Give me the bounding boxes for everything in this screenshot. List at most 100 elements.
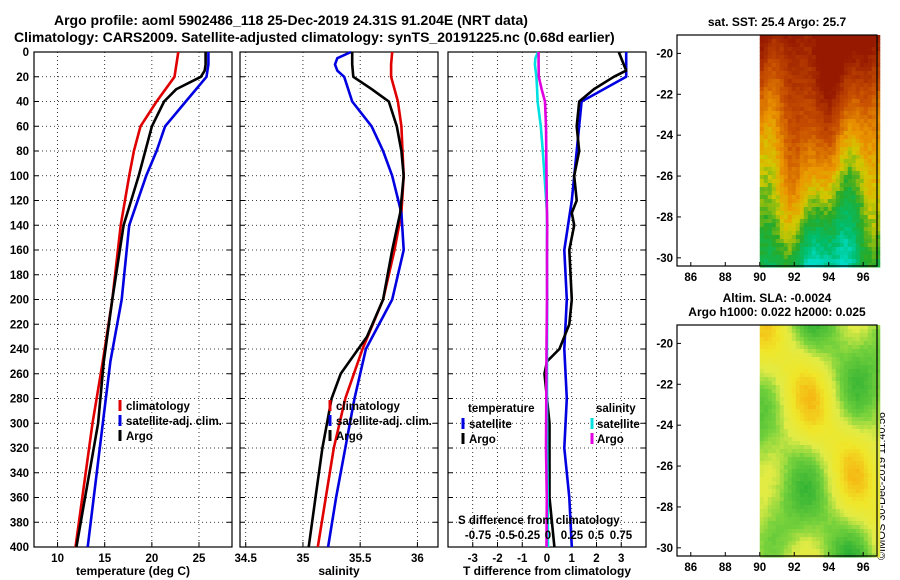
y-tick-label: -30 [656,253,673,265]
y-tick-label: -26 [656,171,673,183]
map-title: Altim. SLA: -0.0024 [723,291,832,305]
map-subtitle: Argo h1000: 0.022 h2000: 0.025 [688,305,866,319]
x-axis-label: temperature (deg C) [76,564,190,578]
x-tick-label: -1 [517,553,528,565]
series-blue [326,50,406,548]
x-tick-label: 10 [51,553,64,565]
x-axis-label: T difference from climatology [463,564,631,578]
panel-temperature: 0 20 40 60 80 100 120 140 160 180 200 220 240 260 280 3… [10,47,233,578]
s-axis-label: S difference from climatology [458,515,620,527]
y-tick-label: 240 [10,344,29,356]
s-tick-label: -0.25 [514,530,541,542]
s-tick-label: 0 [545,530,551,542]
x-tick-label: 20 [145,553,158,565]
y-tick-label: 60 [16,121,29,133]
map-field [759,325,881,558]
s-tick-label: -0.75 [465,530,492,542]
y-tick-label: -24 [656,130,673,142]
legend-salinity: climatology satellite-adj. clim. Argo [328,400,432,443]
y-tick-label: 400 [10,542,29,554]
profile-title: Argo profile: aoml 5902486_118 25-Dec-20… [54,12,528,28]
x-tick-label: 88 [719,562,732,574]
climatology-title: Climatology: CARS2009. Satellite-adjuste… [14,29,615,45]
legend-difference: temperature salinity satellite Argo satellit… [458,403,640,542]
y-tick-label: 260 [10,369,29,381]
y-tick-label: 80 [16,146,29,158]
s-tick-label: 0.5 [588,530,605,542]
x-tick-label: 25 [193,553,206,565]
legend-label: Argo [469,434,496,446]
y-tick-label: -20 [656,338,673,350]
y-tick-label: -20 [656,48,673,60]
y-tick-label: -22 [656,379,673,391]
map-sst_map: sat. SST: 25.4 Argo: 25.7 86 88 90 92 94 96 -20… [656,15,881,284]
s-tick-label: 0.25 [561,530,584,542]
x-tick-label: 92 [788,272,801,284]
x-tick-label: 92 [788,562,801,574]
s-tick-label: -0.5 [495,530,515,542]
x-axis-label: salinity [318,564,360,578]
legend-title: temperature [468,403,534,415]
s-tick-label: 0.75 [610,530,633,542]
series-red [74,51,180,548]
x-tick-label: 88 [719,272,732,284]
y-tick-label: 360 [10,493,29,505]
x-tick-label: 36 [411,553,424,565]
y-tick-label: 100 [10,171,29,183]
y-tick-label: 220 [10,319,29,331]
y-tick-label: 200 [10,295,29,307]
x-tick-label: 34.5 [235,553,258,565]
y-tick-label: 140 [10,220,29,232]
y-tick-label: -22 [656,89,673,101]
map-frame [676,34,878,267]
legend-label: Argo [126,431,153,443]
x-tick-label: 2 [593,553,599,565]
legend-label: Argo [597,434,624,446]
x-tick-label: 90 [753,272,766,284]
y-tick-label: 340 [10,468,29,480]
y-tick-label: -28 [656,502,673,514]
y-tick-label: 120 [10,196,29,208]
series-blue [562,52,628,548]
x-tick-label: 94 [822,562,835,574]
legend-label: satellite-adj. clim. [126,416,222,428]
x-tick-label: 15 [98,553,111,565]
x-tick-label: 0 [544,553,550,565]
legend-label: satellite-adj. clim. [336,416,432,428]
x-tick-label: 94 [822,272,835,284]
x-tick-label: -2 [492,553,502,565]
x-tick-label: 3 [618,553,624,565]
panel-difference: -3 -2 -1 0 1 2 3T difference from climatology [447,51,647,578]
legend-label: climatology [126,401,191,413]
x-tick-label: 96 [857,562,870,574]
y-tick-label: 380 [10,517,29,529]
series-black [75,52,207,548]
map-frame [676,324,878,557]
y-tick-label: -30 [656,543,673,555]
x-tick-label: 96 [857,272,870,284]
legend-label: satellite [469,419,512,431]
y-tick-label: 160 [10,245,29,257]
y-tick-label: 300 [10,418,29,430]
map-field [759,35,881,268]
y-tick-label: -28 [656,212,673,224]
x-tick-label: 90 [753,562,766,574]
x-tick-label: 86 [684,562,697,574]
x-tick-label: 35.5 [349,553,372,565]
legend-label: Argo [336,431,363,443]
y-tick-label: 0 [23,47,29,59]
y-tick-label: 280 [10,394,29,406]
y-tick-label: 20 [16,72,29,84]
legend-label: satellite [597,419,640,431]
panel-salinity: 34.5 35 35.5 36 salinity [235,50,439,578]
x-tick-label: -3 [468,553,478,565]
legend-title: salinity [596,403,636,415]
legend-label: climatology [336,401,401,413]
map-title: sat. SST: 25.4 Argo: 25.7 [708,15,847,29]
x-tick-label: 1 [569,553,576,565]
y-tick-label: -26 [656,461,673,473]
x-tick-label: 86 [684,272,697,284]
y-tick-label: -24 [656,420,673,432]
